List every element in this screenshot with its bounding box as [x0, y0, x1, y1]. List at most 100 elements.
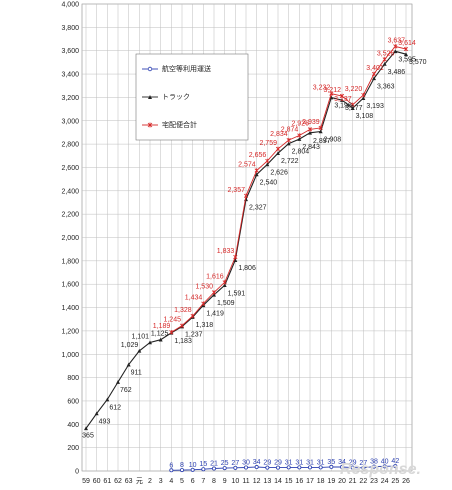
data-label-truck-元: 1,029	[121, 342, 139, 349]
series-layer	[84, 44, 409, 473]
point-air-20	[339, 465, 344, 470]
x-tick-label-30: 26	[402, 478, 410, 485]
point-truck-10	[233, 258, 238, 262]
x-tick-label-13: 9	[223, 478, 227, 485]
data-label-total-15: 2,834	[270, 131, 288, 138]
data-label-total-14: 2,759	[259, 140, 277, 147]
x-tick-label-11: 7	[201, 478, 205, 485]
x-tick-label-4: 63	[125, 478, 133, 485]
x-tick-label-9: 5	[180, 478, 184, 485]
legend: 航空等利用運送 トラック 宅配便合計	[135, 53, 249, 141]
x-tick-label-0: 59	[82, 478, 90, 485]
data-label-truck-8: 1,509	[217, 300, 235, 307]
data-label-truck-20: 3,177	[345, 105, 363, 112]
y-axis-ticks: 0 200 400 600 800 1,000 1,200 1,400 1,600 1,800 2,…	[61, 2, 79, 476]
data-label-air-9: 25	[221, 460, 229, 467]
data-label-total-13: 2,656	[249, 152, 267, 159]
point-air-23	[371, 464, 376, 469]
legend-air-marker	[147, 66, 153, 72]
y-tick-label-17: 3,400	[61, 72, 79, 79]
x-tick-label-3: 62	[114, 478, 122, 485]
y-tick-label-16: 3,200	[61, 95, 79, 102]
point-total-12	[254, 168, 259, 173]
series-line-air	[171, 465, 396, 471]
data-label-truck-24: 3,486	[388, 69, 406, 76]
point-air-6	[190, 467, 195, 472]
x-tick-label-14: 10	[231, 478, 239, 485]
data-label-truck-19: 3,198	[334, 103, 352, 110]
data-label-air-15: 31	[285, 459, 293, 466]
data-label-air-6: 10	[189, 462, 197, 469]
point-total-15	[286, 137, 291, 143]
point-air-16	[297, 465, 302, 470]
x-tick-label-16: 12	[253, 478, 261, 485]
x-tick-label-1: 60	[93, 478, 101, 485]
y-tick-label-3: 600	[67, 398, 79, 405]
data-label-truck-6: 1,318	[196, 322, 214, 329]
data-label-total-12: 2,574	[238, 161, 256, 168]
point-truck-60	[94, 411, 99, 416]
y-tick-label-5: 1,000	[61, 352, 79, 359]
point-truck-14	[276, 151, 280, 156]
data-label-truck-21: 3,108	[356, 113, 374, 120]
legend-item-air: 航空等利用運送	[142, 64, 211, 73]
x-tick-label-22: 18	[317, 478, 325, 485]
data-label-total-11: 2,357	[227, 187, 245, 194]
data-label-air-21: 29	[349, 460, 357, 467]
x-tick-label-28: 24	[381, 478, 389, 485]
data-label-truck-15: 2,804	[292, 149, 310, 156]
data-label-truck-9: 1,591	[228, 290, 246, 297]
point-total-20	[339, 93, 345, 99]
legend-total-label: 宅配便合計	[162, 120, 197, 129]
point-air-5	[179, 468, 184, 473]
data-label-truck-17: 2,897	[313, 138, 331, 145]
point-truck-元	[137, 348, 142, 353]
point-total-26	[403, 46, 409, 52]
point-truck-16	[297, 137, 302, 141]
y-tick-label-13: 2,600	[61, 165, 79, 172]
point-air-8	[211, 466, 216, 471]
x-tick-label-19: 15	[285, 478, 293, 485]
point-truck-19	[329, 95, 334, 100]
point-total-18	[318, 125, 323, 131]
point-total-23	[371, 71, 377, 77]
point-air-13	[265, 465, 270, 470]
data-label-layer: 6 8 10 15 21 25 27 30 34 29 29 31 31 31 31 35 34 29 27 38 40…	[82, 37, 426, 469]
data-label-truck-4: 1,183	[174, 338, 192, 345]
data-label-air-17: 31	[306, 459, 314, 466]
data-label-truck-22: 3,193	[366, 103, 384, 110]
data-label-total-24: 3,526	[377, 50, 395, 57]
data-label-air-14: 29	[274, 460, 282, 467]
point-truck-12	[254, 172, 259, 177]
data-label-truck-7: 1,419	[206, 310, 224, 317]
data-label-truck-23: 3,363	[377, 83, 395, 90]
point-total-14	[275, 146, 281, 152]
data-label-air-20: 34	[338, 459, 346, 466]
watermark: Response.	[340, 461, 421, 478]
data-label-total-8: 1,530	[195, 283, 213, 290]
legend-air-label: 航空等利用運送	[162, 64, 211, 73]
point-air-25	[393, 464, 398, 469]
data-label-total-26: 3,614	[398, 40, 416, 47]
legend-item-truck: トラック	[142, 93, 190, 101]
data-label-total-18: 2,939	[302, 119, 320, 126]
point-truck-9	[222, 283, 227, 288]
point-total-10	[233, 254, 238, 260]
data-label-air-22: 27	[359, 460, 367, 467]
data-label-air-10: 27	[231, 460, 239, 467]
point-air-15	[286, 465, 291, 470]
data-label-total-9: 1,616	[206, 273, 224, 280]
x-tick-label-20: 16	[295, 478, 303, 485]
y-tick-label-7: 1,400	[61, 305, 79, 312]
x-tick-label-7: 3	[159, 478, 163, 485]
legend-total-marker	[147, 122, 153, 128]
point-air-12	[254, 465, 259, 470]
point-truck-3	[158, 337, 163, 342]
data-label-truck-25: 3,595	[398, 56, 416, 63]
point-total-21	[350, 102, 355, 107]
y-tick-label-0: 0	[75, 469, 79, 476]
point-air-9	[222, 466, 227, 471]
point-truck-20	[340, 98, 344, 102]
x-axis-ticks: 59 60 61 62 63 元 2 3 4 5 6 7 8 9 10 11 12 13 14 15 16 17 18 19 2…	[82, 477, 410, 485]
